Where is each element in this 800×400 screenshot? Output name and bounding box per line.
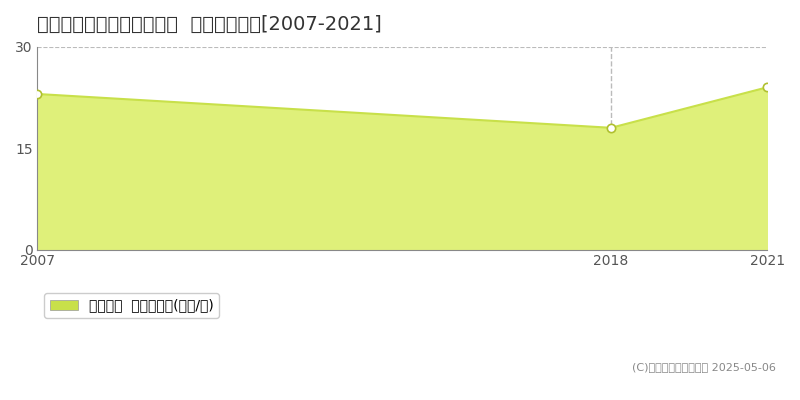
Text: 北葛飾郡松伏町ゆめみ野東  土地価格推移[2007-2021]: 北葛飾郡松伏町ゆめみ野東 土地価格推移[2007-2021] <box>38 15 382 34</box>
Text: (C)土地価格ドットコム 2025-05-06: (C)土地価格ドットコム 2025-05-06 <box>632 362 776 372</box>
Legend: 土地価格  平均坪単価(万円/坪): 土地価格 平均坪単価(万円/坪) <box>45 293 219 318</box>
